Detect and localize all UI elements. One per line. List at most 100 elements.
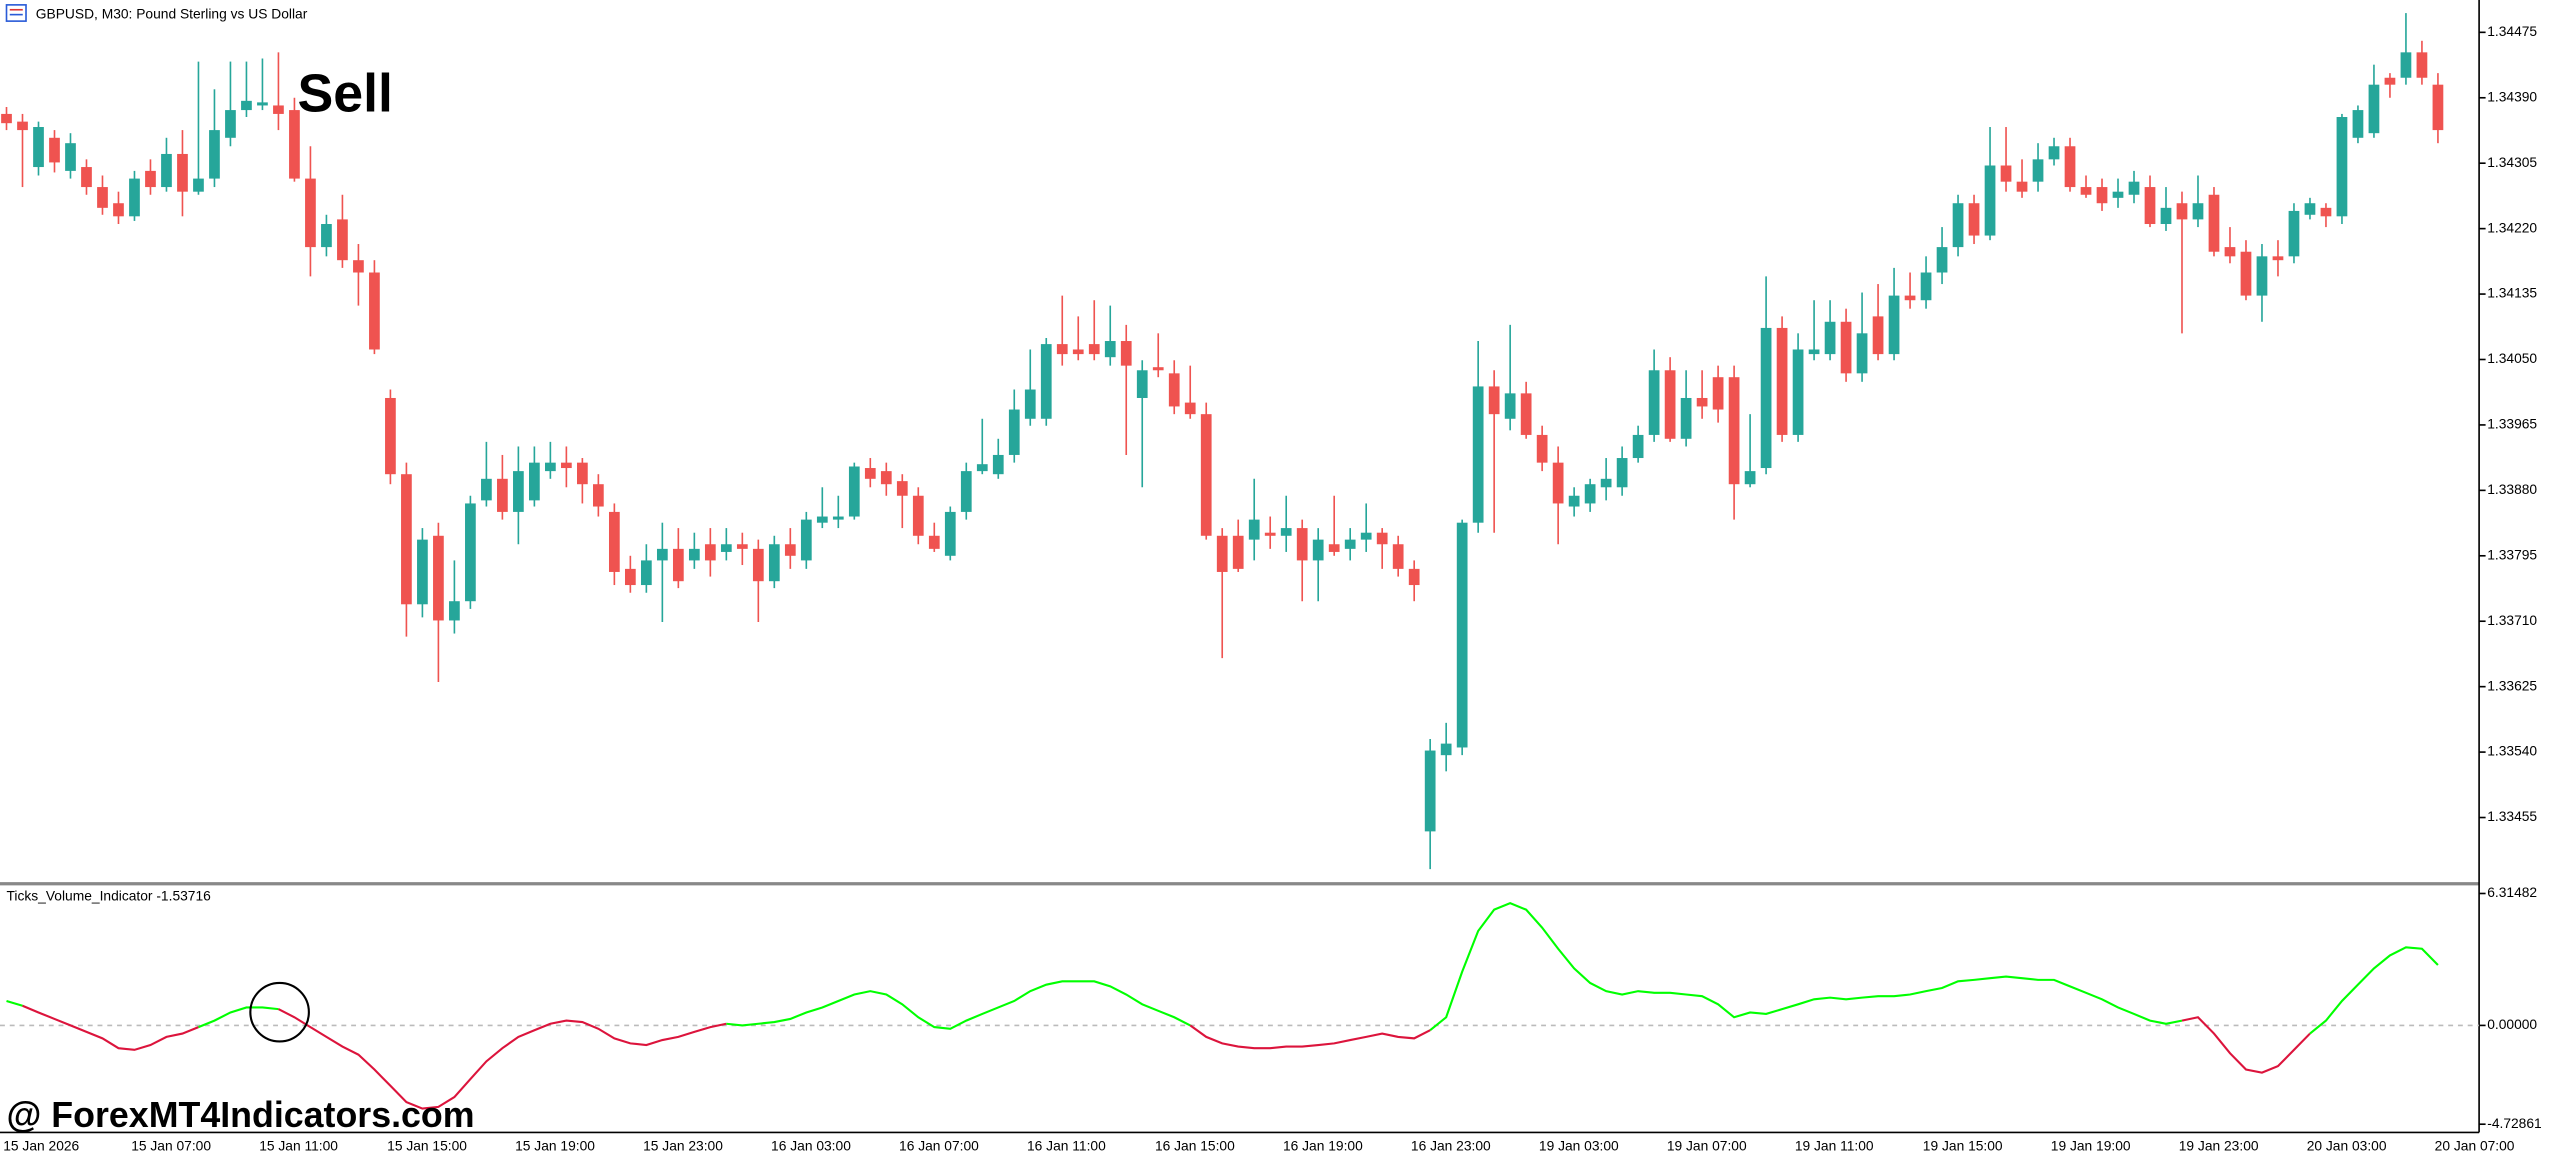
x-tick-label: 16 Jan 11:00 [1027, 1138, 1106, 1154]
candle-body [1952, 203, 1964, 248]
candle-body [2032, 159, 2044, 182]
candle-body [2224, 247, 2236, 257]
x-tick-label: 20 Jan 03:00 [2307, 1138, 2387, 1154]
candle-body [241, 100, 252, 111]
candle-body [2192, 203, 2204, 220]
candle-body [1088, 344, 1100, 355]
candle-body [1936, 247, 1948, 273]
candle-body [1872, 316, 1884, 355]
candle-body [912, 495, 924, 536]
candle-body [1184, 402, 1196, 415]
candle-body [1408, 568, 1420, 586]
candle-body [720, 544, 732, 552]
candle-body [2416, 52, 2428, 78]
x-tick-label: 15 Jan 19:00 [515, 1138, 595, 1154]
candle-body [1200, 414, 1212, 536]
candle-body [1776, 327, 1788, 435]
candle-body [449, 601, 460, 621]
candle-body [353, 260, 364, 273]
candle-body [1008, 409, 1020, 455]
candle-body [752, 548, 764, 582]
candle-body [896, 481, 908, 496]
candle-body [433, 535, 444, 621]
candle-body [1648, 370, 1660, 435]
candle-body [992, 454, 1004, 475]
candle-body [1312, 539, 1324, 561]
candle-body [784, 544, 796, 556]
candle-body [1392, 544, 1404, 569]
plots: 1.34475 1.34390 1.34305 1.34220 1.34135 1.340… [0, 13, 2542, 1154]
x-tick-label: 19 Jan 03:00 [1539, 1138, 1619, 1154]
candle-body [1920, 272, 1932, 301]
candle-body [369, 272, 380, 350]
candle-body [2304, 203, 2316, 215]
x-tick-label: 16 Jan 03:00 [771, 1138, 851, 1154]
candle-body [1744, 471, 1756, 485]
candle-body [1616, 458, 1628, 488]
candle-body [1072, 349, 1084, 355]
candle-body [800, 519, 812, 561]
candle-body [1568, 495, 1580, 507]
y-tick-label: 1.33880 [2487, 481, 2537, 497]
watermark: @ ForexMT4Indicators.com [7, 1095, 475, 1135]
candle-body [17, 121, 28, 131]
symbol-title: GBPUSD, M30: Pound Sterling vs US Dollar [36, 5, 308, 21]
candle-body [305, 178, 316, 248]
candle-body [2256, 256, 2268, 296]
x-tick-label: 19 Jan 19:00 [2051, 1138, 2131, 1154]
candle-body [593, 484, 604, 507]
candle-body [608, 511, 620, 572]
candle-body [49, 137, 60, 163]
candle-body [97, 187, 108, 208]
x-tick-label: 16 Jan 23:00 [1411, 1138, 1491, 1154]
candle-body [2112, 191, 2124, 198]
candle-body [1904, 295, 1916, 301]
x-tick-label: 15 Jan 2026 [3, 1138, 79, 1154]
candle-body [2400, 52, 2412, 78]
candle-body [624, 568, 636, 586]
x-tick-label: 15 Jan 23:00 [643, 1138, 723, 1154]
candle-body [1632, 434, 1644, 459]
candle-body [1888, 295, 1900, 355]
candle-body [1728, 377, 1740, 485]
candle-body [225, 110, 236, 138]
candle-body [2176, 203, 2188, 220]
candle-body [1360, 532, 1372, 540]
indicator-line [198, 1006, 279, 1029]
indicator-line [1429, 902, 2183, 1032]
candle-body [976, 464, 988, 472]
candle-body [513, 471, 524, 512]
candle-body [1152, 367, 1164, 371]
candle-body [529, 462, 540, 501]
candle-body [1760, 327, 1772, 469]
candle-body [2320, 207, 2332, 217]
candle-body [1424, 750, 1436, 832]
indicator-title: Ticks_Volume_Indicator -1.53716 [7, 887, 212, 903]
candle-body [880, 471, 892, 485]
candle-body [2000, 165, 2012, 182]
candle-body [704, 544, 716, 561]
candle-body [1856, 333, 1868, 374]
y-tick-label: 1.34220 [2487, 219, 2537, 235]
candle-body [1040, 344, 1052, 419]
candle-body [481, 478, 492, 501]
y-tick-label: 1.34475 [2487, 23, 2537, 39]
candle-body [113, 203, 124, 217]
candle-body [1840, 321, 1852, 374]
candle-body [2272, 256, 2284, 261]
y-tick-label: 1.33455 [2487, 808, 2537, 824]
candle-body [2368, 84, 2380, 134]
candle-body [2208, 194, 2220, 252]
candle-body [672, 548, 684, 582]
candle-body [832, 516, 844, 520]
candle-body [1488, 386, 1500, 415]
candle-body [337, 219, 348, 261]
candle-body [321, 224, 332, 248]
candle-body [65, 143, 76, 171]
y-tick-label: 1.34050 [2487, 350, 2537, 366]
candle-body [33, 127, 44, 168]
candle-body [944, 511, 956, 556]
candle-body [385, 397, 396, 475]
y-tick-label: 1.34135 [2487, 285, 2537, 301]
